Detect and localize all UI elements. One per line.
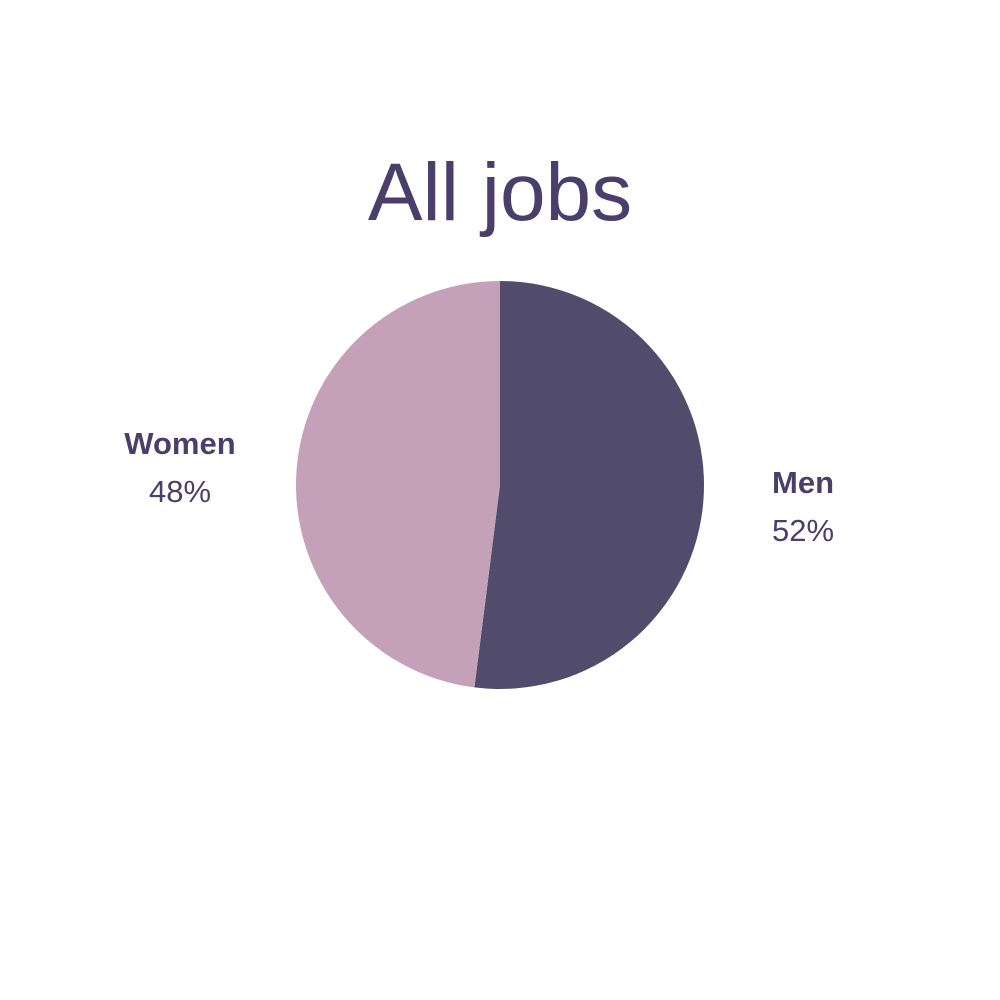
slice-value-women: 48% <box>149 474 211 509</box>
slice-label-men: Men <box>772 465 834 500</box>
slice-label-women: Women <box>124 426 235 461</box>
pie-slices <box>295 281 704 689</box>
chart-title: All jobs <box>368 147 632 238</box>
slice-value-men: 52% <box>772 513 834 548</box>
pie-slice-women <box>295 281 500 688</box>
pie-slice-men <box>474 281 704 689</box>
